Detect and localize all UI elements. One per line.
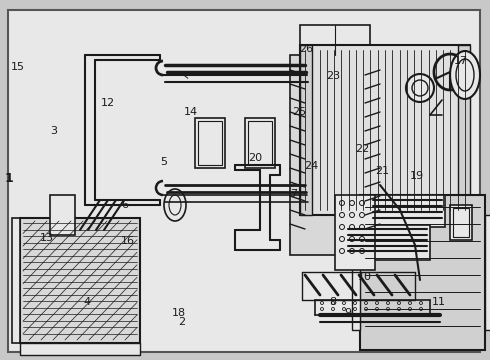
Text: 11: 11 bbox=[432, 297, 445, 307]
Bar bbox=[300, 25, 370, 55]
Bar bbox=[248, 121, 272, 165]
Ellipse shape bbox=[169, 195, 181, 215]
Text: 12: 12 bbox=[101, 98, 115, 108]
Bar bbox=[450, 205, 472, 240]
Text: 4: 4 bbox=[84, 297, 91, 307]
Bar bbox=[300, 45, 470, 215]
Circle shape bbox=[340, 248, 344, 253]
Circle shape bbox=[340, 201, 344, 206]
Circle shape bbox=[340, 225, 344, 230]
Circle shape bbox=[360, 212, 365, 217]
Circle shape bbox=[349, 225, 354, 230]
Text: 16: 16 bbox=[121, 236, 134, 246]
Text: 7: 7 bbox=[291, 189, 297, 199]
Bar bbox=[20, 343, 140, 355]
Circle shape bbox=[349, 237, 354, 242]
Circle shape bbox=[340, 212, 344, 217]
Text: 9: 9 bbox=[344, 308, 351, 318]
Bar bbox=[485, 215, 490, 330]
Bar bbox=[360, 195, 485, 350]
Text: 25: 25 bbox=[292, 107, 306, 117]
Circle shape bbox=[349, 201, 354, 206]
Text: 22: 22 bbox=[355, 144, 370, 154]
Bar bbox=[195, 118, 225, 168]
Text: 19: 19 bbox=[410, 171, 423, 181]
Text: 20: 20 bbox=[248, 153, 262, 163]
Circle shape bbox=[412, 80, 428, 96]
Circle shape bbox=[360, 201, 365, 206]
Text: 17: 17 bbox=[454, 56, 467, 66]
Bar bbox=[198, 121, 222, 165]
Text: 10: 10 bbox=[358, 272, 372, 282]
Text: 21: 21 bbox=[375, 166, 389, 176]
Text: 26: 26 bbox=[299, 44, 313, 54]
Text: 23: 23 bbox=[326, 71, 340, 81]
Text: 6: 6 bbox=[122, 200, 128, 210]
Bar bbox=[335, 195, 375, 270]
Bar bbox=[50, 195, 75, 235]
Text: 2: 2 bbox=[178, 317, 185, 327]
Bar bbox=[453, 208, 469, 237]
Circle shape bbox=[349, 212, 354, 217]
Bar bbox=[300, 45, 312, 215]
Circle shape bbox=[349, 248, 354, 253]
Text: 14: 14 bbox=[184, 107, 198, 117]
Circle shape bbox=[406, 74, 434, 102]
Text: 24: 24 bbox=[304, 161, 318, 171]
Text: 3: 3 bbox=[50, 126, 57, 136]
Text: 5: 5 bbox=[161, 157, 168, 167]
Circle shape bbox=[405, 270, 425, 290]
Bar bbox=[290, 55, 380, 255]
Bar bbox=[352, 215, 360, 330]
Circle shape bbox=[360, 225, 365, 230]
Bar bbox=[370, 195, 445, 227]
Bar bbox=[345, 225, 430, 260]
Circle shape bbox=[340, 237, 344, 242]
Bar bbox=[458, 45, 470, 215]
Circle shape bbox=[360, 248, 365, 253]
Circle shape bbox=[360, 237, 365, 242]
Bar bbox=[20, 218, 140, 343]
Ellipse shape bbox=[456, 59, 474, 91]
Text: 18: 18 bbox=[172, 308, 186, 318]
Bar bbox=[245, 118, 275, 168]
Bar bbox=[12, 218, 20, 343]
Text: 8: 8 bbox=[330, 297, 337, 307]
Ellipse shape bbox=[164, 189, 186, 221]
Text: 15: 15 bbox=[11, 62, 25, 72]
Ellipse shape bbox=[450, 51, 480, 99]
Text: 13: 13 bbox=[40, 233, 53, 243]
Text: 1: 1 bbox=[4, 172, 13, 185]
